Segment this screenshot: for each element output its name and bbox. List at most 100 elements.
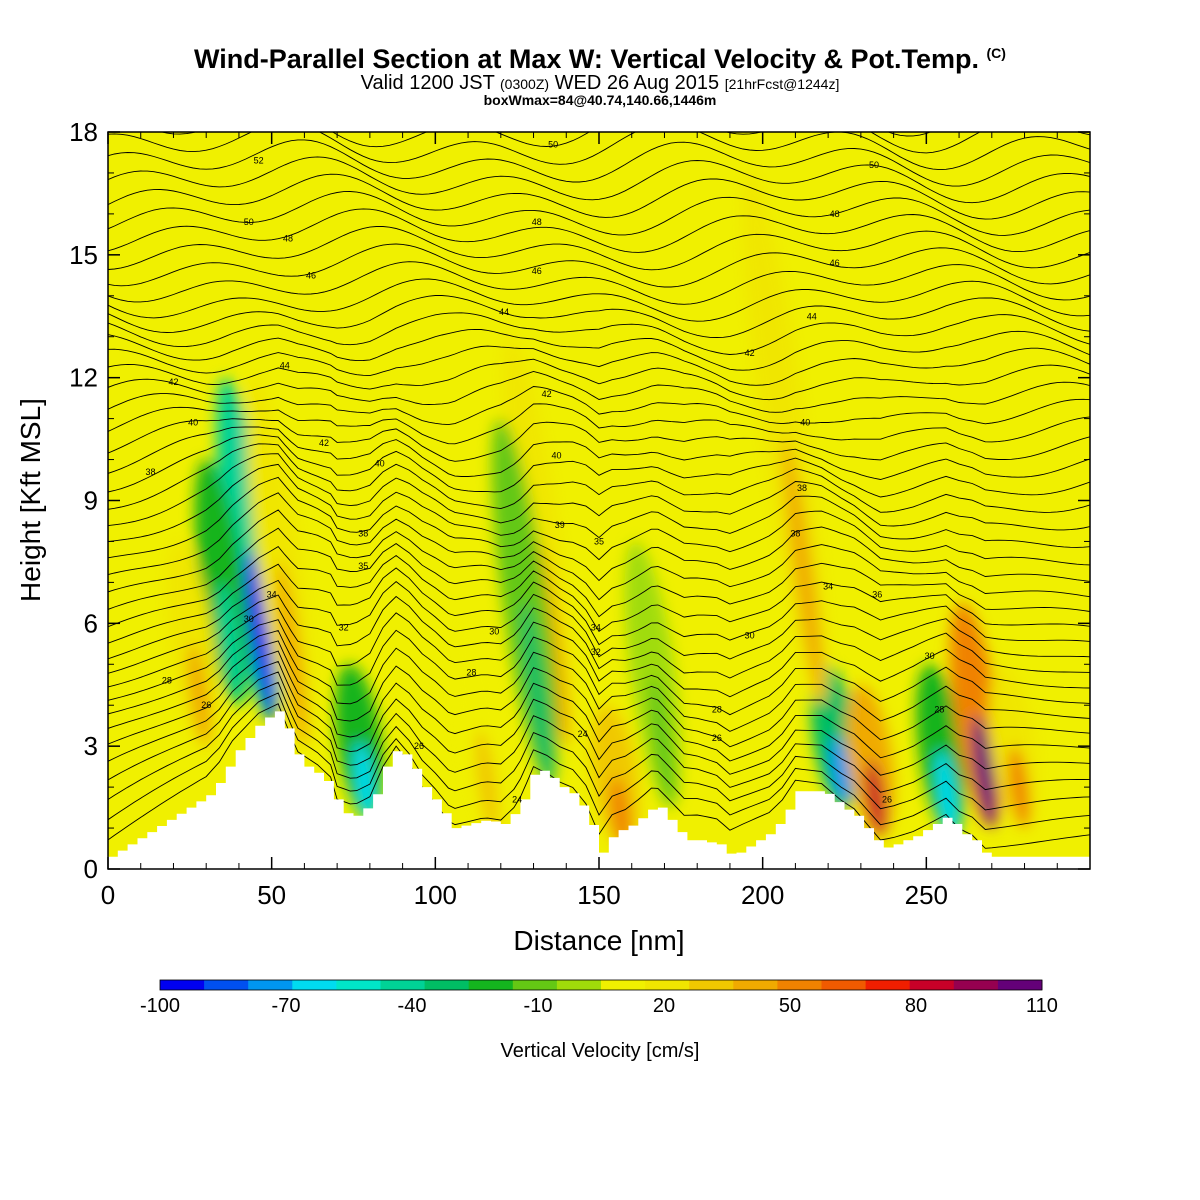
contour-label: 48 bbox=[830, 209, 840, 219]
copyright-mark: (C) bbox=[986, 45, 1006, 61]
colorbar-swatch bbox=[601, 980, 646, 990]
theta-contour bbox=[108, 563, 1090, 646]
colorbar-swatch bbox=[689, 980, 734, 990]
colorbar-swatch bbox=[777, 980, 822, 990]
contour-label: 50 bbox=[869, 160, 879, 170]
theta-contour bbox=[108, 607, 1090, 698]
box-info: boxWmax=84@40.74,140.66,1446m bbox=[483, 92, 717, 108]
theta-contour bbox=[108, 278, 1090, 322]
velocity-core bbox=[649, 674, 675, 808]
contour-label: 50 bbox=[548, 139, 558, 149]
valid-date: WED 26 Aug 2015 bbox=[554, 72, 720, 94]
colorbar-tick-label: -100 bbox=[140, 995, 180, 1017]
contour-label: 35 bbox=[594, 536, 604, 546]
contour-label: 28 bbox=[162, 676, 172, 686]
x-tick-label: 100 bbox=[414, 880, 457, 910]
contour-label: 35 bbox=[358, 561, 368, 571]
theta-contour bbox=[108, 463, 1090, 548]
theta-contour bbox=[108, 328, 1090, 371]
contour-label: 42 bbox=[542, 389, 552, 399]
theta-contour bbox=[108, 671, 1090, 793]
contour-label: 40 bbox=[551, 450, 561, 460]
x-axis-label: Distance [nm] bbox=[513, 925, 684, 956]
colorbar-swatch bbox=[556, 980, 602, 990]
contour-label: 46 bbox=[830, 258, 840, 268]
theta-contour bbox=[108, 509, 1090, 601]
y-tick-label: 15 bbox=[69, 240, 98, 270]
contour-label: 44 bbox=[499, 307, 509, 317]
x-tick-label: 200 bbox=[741, 880, 784, 910]
theta-contour bbox=[108, 191, 1090, 236]
x-tick-label: 0 bbox=[101, 880, 115, 910]
contour-label: 30 bbox=[244, 614, 254, 624]
theta-contour bbox=[108, 692, 1090, 830]
y-tick-label: 9 bbox=[84, 486, 98, 516]
colorbar-swatch bbox=[380, 980, 426, 990]
colorbar-tick-label: -70 bbox=[272, 995, 301, 1017]
theta-contour bbox=[108, 295, 1090, 338]
colorbar-swatch bbox=[733, 980, 778, 990]
theta-contour bbox=[108, 132, 1090, 171]
theta-contour bbox=[108, 579, 1090, 660]
colorbar-swatch bbox=[204, 980, 249, 990]
colorbar-tick-label: 50 bbox=[779, 995, 801, 1017]
contour-label: 40 bbox=[375, 459, 385, 469]
x-tick-label: 50 bbox=[257, 880, 286, 910]
contour-label: 34 bbox=[591, 622, 601, 632]
contour-label: 40 bbox=[188, 418, 198, 428]
y-tick-label: 6 bbox=[84, 608, 98, 638]
theta-contour bbox=[108, 660, 1090, 776]
contour-label: 26 bbox=[414, 741, 424, 751]
theta-contour bbox=[108, 476, 1090, 566]
theta-contour bbox=[108, 453, 1090, 531]
theta-contour bbox=[108, 426, 1090, 480]
contour-label: 42 bbox=[168, 377, 178, 387]
colorbar-swatch bbox=[645, 980, 690, 990]
colorbar-swatch bbox=[865, 980, 911, 990]
theta-contour bbox=[108, 492, 1090, 582]
contour-label: 42 bbox=[319, 438, 329, 448]
colorbar-swatch bbox=[909, 980, 955, 990]
colorbar-tick-label: 110 bbox=[1026, 995, 1058, 1017]
colorbar-swatch bbox=[424, 980, 470, 990]
theta-contour bbox=[108, 434, 1090, 498]
theta-contour bbox=[108, 640, 1090, 748]
theta-contour bbox=[108, 418, 1090, 462]
contour-label: 48 bbox=[283, 233, 293, 243]
theta-contour bbox=[108, 403, 1090, 445]
valid-utc: (0300Z) bbox=[500, 76, 550, 92]
terrain bbox=[108, 711, 1090, 869]
theta-contour bbox=[108, 358, 1090, 401]
theta-contour bbox=[108, 629, 1090, 732]
theta-contour bbox=[108, 681, 1090, 811]
velocity-core bbox=[276, 561, 308, 747]
theta-contour bbox=[108, 546, 1090, 633]
theta-contour bbox=[108, 443, 1090, 513]
contour-label: 44 bbox=[807, 311, 817, 321]
contour-label: 34 bbox=[267, 590, 277, 600]
velocity-core bbox=[936, 750, 958, 837]
theta-contour bbox=[108, 226, 1090, 271]
theta-contour bbox=[108, 139, 1090, 187]
x-tick-label: 250 bbox=[905, 880, 948, 910]
y-tick-label: 0 bbox=[84, 854, 98, 884]
contour-label: 38 bbox=[790, 528, 800, 538]
contour-label: 39 bbox=[555, 520, 565, 530]
contour-label: 26 bbox=[201, 700, 211, 710]
theta-contour bbox=[108, 243, 1090, 288]
theta-contour bbox=[159, 132, 1090, 154]
contour-label: 28 bbox=[466, 667, 476, 677]
y-tick-label: 12 bbox=[69, 363, 98, 393]
velocity-core bbox=[522, 602, 553, 788]
contour-label: 38 bbox=[358, 528, 368, 538]
colorbar-swatch bbox=[468, 980, 514, 990]
contour-label: 28 bbox=[934, 704, 944, 714]
y-tick-label: 3 bbox=[84, 731, 98, 761]
theta-contour bbox=[108, 156, 1090, 204]
theta-contour bbox=[108, 261, 1090, 305]
contour-label: 42 bbox=[745, 348, 755, 358]
colorbar-tick-label: 80 bbox=[905, 995, 927, 1017]
contour-label: 32 bbox=[339, 622, 349, 632]
theta-contour bbox=[108, 594, 1090, 679]
